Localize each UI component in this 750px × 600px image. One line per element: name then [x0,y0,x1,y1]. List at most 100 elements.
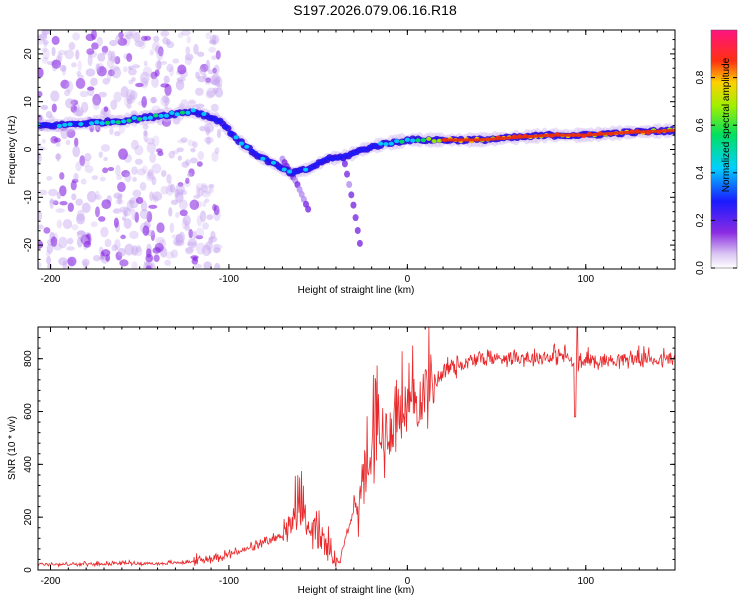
ridge-core [169,110,175,115]
noise-speck [186,172,193,177]
y-tick-label: 10 [23,96,34,108]
ridge-core [62,122,68,127]
noise-speck [206,87,217,98]
noise-speck [178,103,185,109]
noise-speck [201,182,207,188]
ridge-core [254,152,261,157]
spectrogram-xlabel: Height of straight line (km) [298,285,415,296]
ridge-core [40,122,46,127]
noise-speck [187,139,195,147]
ridge-core [265,158,271,163]
ridge-core [126,118,132,123]
noise-speck [205,126,211,136]
noise-speck [71,224,79,231]
noise-speck [107,50,113,61]
ridge-core [212,117,218,122]
noise-speck [59,172,65,180]
snr-frame [37,326,676,571]
noise-speck [101,199,112,210]
noise-speck [153,35,160,43]
noise-speck [165,185,174,196]
noise-speck [141,96,148,108]
ridge-core [104,120,111,125]
noise-speck [66,128,76,139]
noise-speck [115,199,124,205]
ridge-core [324,156,330,161]
noise-speck [162,94,169,104]
noise-speck [204,122,214,133]
noise-speck [84,153,92,162]
noise-speck [100,144,110,152]
noise-speck [176,77,186,82]
ridge-core [404,137,410,142]
noise-speck [77,60,82,72]
noise-speck [118,148,128,160]
noise-speck [79,90,89,98]
noise-speck [65,139,71,146]
noise-speck [116,175,123,181]
noise-speck [75,107,84,117]
noise-speck [197,150,205,161]
noise-speck [151,176,157,186]
noise-speck [64,49,75,60]
noise-speck [128,67,137,76]
ridge-core [163,113,170,118]
noise-speck [91,30,97,40]
noise-speck [113,217,119,228]
branch-blob [305,205,312,213]
noise-speck [113,208,120,214]
noise-speck [210,79,220,86]
noise-speck [84,165,94,174]
noise-speck [202,200,207,208]
ridge-core [46,123,52,128]
noise-speck [110,99,118,110]
branch-blob [356,239,363,247]
noise-speck [193,194,201,199]
ridge-core [206,114,212,119]
noise-speck [83,240,91,248]
noise-speck [41,138,46,144]
noise-speck [208,39,217,45]
noise-speck [168,150,175,159]
ridge-core [329,157,336,162]
snr-ticks: -200 -100 0 100 0 200 400 600 800 [23,327,676,587]
noise-speck [142,66,152,77]
noise-speck [81,258,90,267]
noise-speck [73,172,79,181]
noise-speck [42,48,50,60]
noise-speck [204,198,210,203]
ridge-core [394,139,400,144]
noise-speck [211,151,219,162]
noise-speck [206,136,211,145]
colorbar [711,30,737,268]
noise-speck [161,117,172,127]
noise-speck [115,34,121,43]
noise-speck [208,46,217,53]
noise-speck [49,199,59,204]
y-tick-label: 800 [23,350,34,367]
noise-speck [65,98,75,109]
noise-speck [113,130,121,137]
noise-speck [123,96,129,107]
noise-speck [59,185,67,197]
ridge-core [94,120,100,125]
ridge-core [72,120,79,125]
noise-speck [189,199,200,211]
noise-speck [51,103,57,113]
noise-speck [146,142,156,154]
noise-speck [126,53,133,62]
noise-speck [45,111,53,119]
noise-speck [101,45,109,54]
noise-speck [38,261,42,269]
noise-speck [76,70,82,77]
noise-speck [156,48,164,61]
noise-speck [59,201,68,206]
noise-speck [160,169,167,178]
ridge-core [426,136,432,141]
ridge-core [345,152,352,157]
noise-speck [210,230,216,240]
noise-speck [170,249,179,259]
noise-speck [128,30,136,36]
noise-speck [71,193,77,201]
noise-speck [168,207,173,217]
